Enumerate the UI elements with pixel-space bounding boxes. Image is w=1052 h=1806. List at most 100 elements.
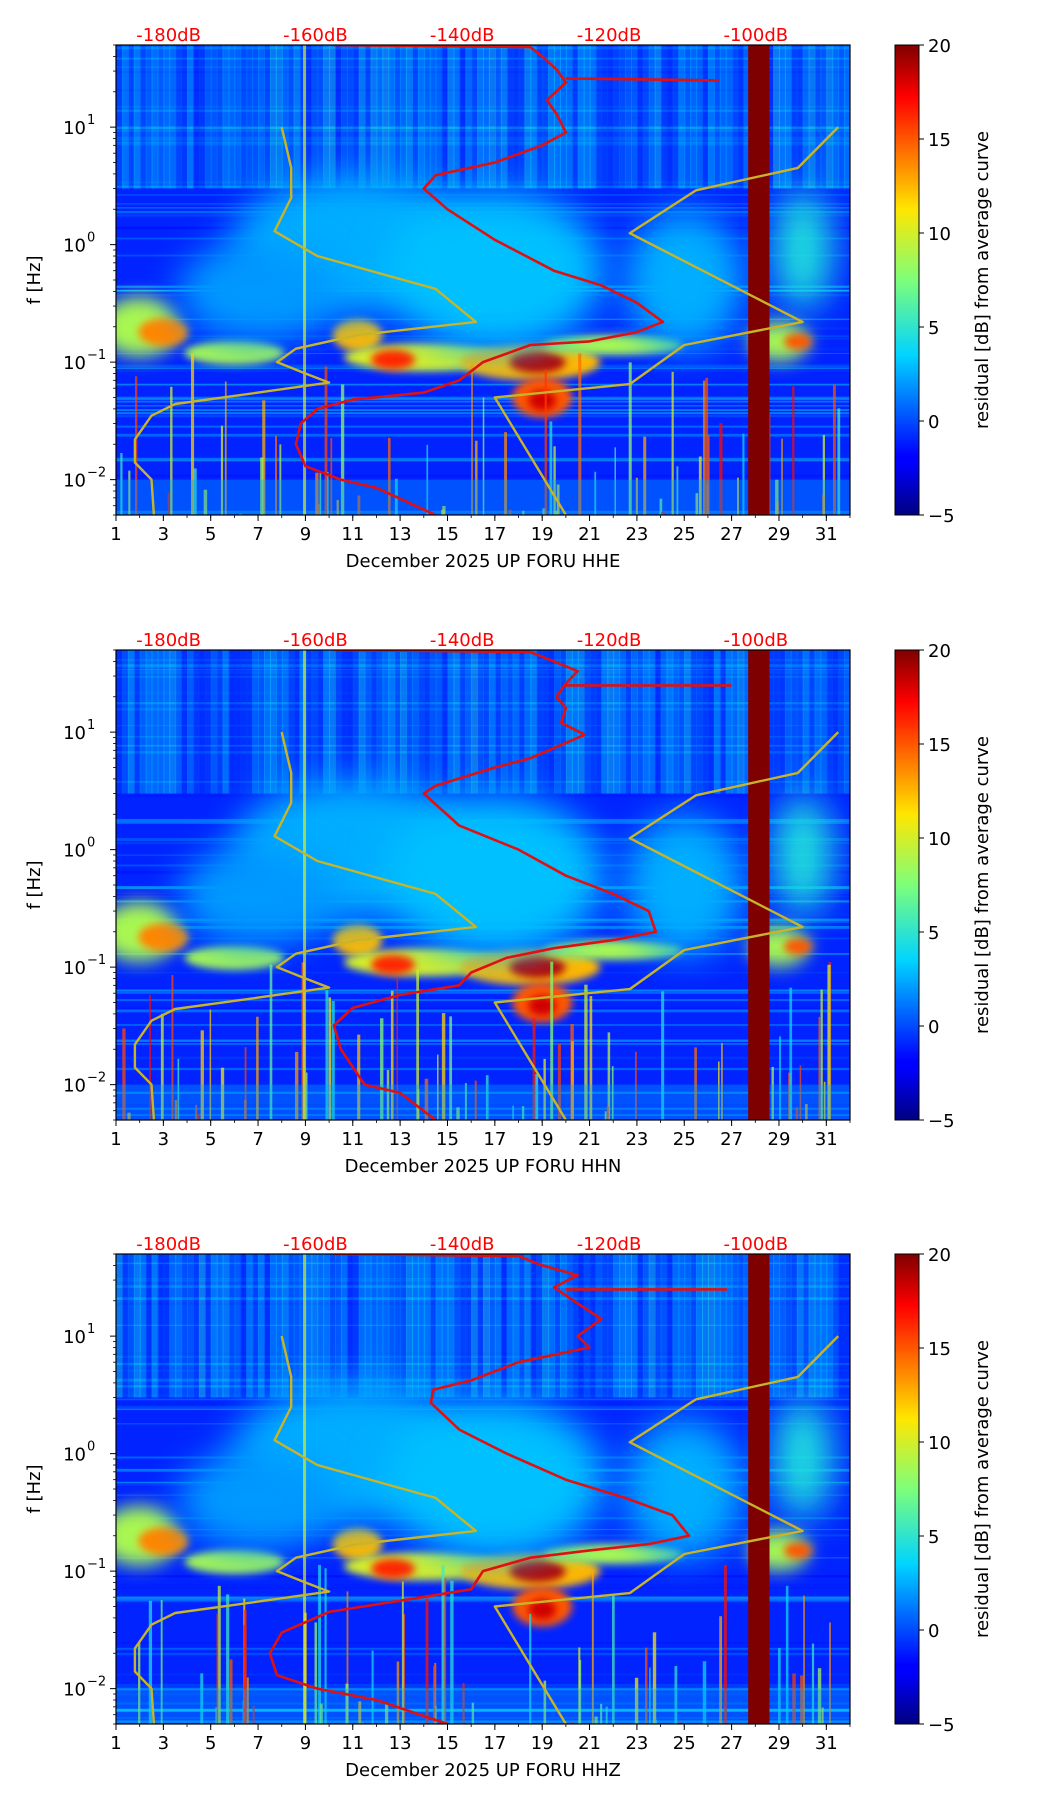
colorbar: 20 15 10 5 0 −5 residual [dB] from average cur…: [894, 36, 993, 527]
db-scale-label: -180dB: [136, 25, 201, 46]
x-tick-label: 3: [158, 524, 169, 545]
y-tick-exponent: 0: [87, 1440, 95, 1455]
series-line-3: [332, 650, 658, 1120]
colorbar-tick-label: 20: [928, 1245, 951, 1266]
x-tick-label: 5: [205, 524, 216, 545]
y-tick-label: 10: [63, 723, 86, 744]
x-tick-label: 7: [252, 1733, 263, 1754]
x-tick-label: 15: [436, 1129, 459, 1150]
x-tick-label: 3: [158, 1733, 169, 1754]
colorbar-tick-label: −5: [928, 1111, 955, 1132]
db-scale-label: -160dB: [283, 630, 348, 651]
colorbar-tick-label: 10: [928, 829, 951, 850]
x-tick-label: 21: [578, 1129, 601, 1150]
series-line-2: [493, 126, 840, 515]
data-gap-column: [748, 45, 770, 515]
db-scale-label: -160dB: [283, 25, 348, 46]
colorbar: 20 15 10 5 0 −5 residual [dB] from average cur…: [894, 1245, 993, 1736]
db-scale-label: -120dB: [577, 25, 642, 46]
x-tick-label: 31: [815, 1129, 838, 1150]
y-tick-label: 10: [63, 1680, 86, 1701]
colorbar-tick-label: 5: [928, 1527, 939, 1548]
colorbar-label: residual [dB] from average curve: [972, 1340, 993, 1638]
series-line-1: [133, 731, 478, 1120]
colorbar-tick-label: 10: [928, 224, 951, 245]
x-tick-label: 17: [483, 524, 506, 545]
x-tick-label: 5: [205, 1733, 216, 1754]
y-axis-label: f [Hz]: [24, 860, 45, 909]
data-gap-column: [748, 650, 770, 1120]
x-tick-label: 23: [625, 524, 648, 545]
x-tick-label: 29: [768, 1129, 791, 1150]
x-tick-label: 15: [436, 524, 459, 545]
db-scale-label: -140dB: [430, 630, 495, 651]
series-line-3: [268, 1254, 691, 1724]
colorbar-tick-label: −5: [928, 1715, 955, 1736]
series-line-1: [133, 126, 478, 515]
y-tick-label: 10: [63, 841, 86, 862]
x-tick-label: 21: [578, 524, 601, 545]
x-tick-label: 7: [252, 524, 263, 545]
data-gap-column: [748, 1254, 770, 1724]
x-axis-label: December 2025 UP FORU HHE: [346, 551, 621, 572]
y-tick-exponent: 1: [87, 1322, 95, 1337]
x-tick-label: 11: [341, 524, 364, 545]
y-tick-exponent: −2: [87, 1675, 106, 1690]
db-scale-label: -180dB: [136, 630, 201, 651]
x-tick-label: 27: [720, 524, 743, 545]
x-tick-label: 27: [720, 1733, 743, 1754]
x-tick-label: 29: [768, 524, 791, 545]
x-tick-label: 23: [625, 1129, 648, 1150]
y-tick-exponent: 0: [87, 231, 95, 246]
spectrogram-image: [116, 650, 850, 1120]
series-line-2: [493, 731, 840, 1120]
x-tick-label: 31: [815, 524, 838, 545]
y-tick-exponent: −1: [87, 1557, 106, 1572]
x-tick-label: 1: [110, 1129, 121, 1150]
x-tick-label: 19: [531, 524, 554, 545]
db-scale-label: -120dB: [577, 1234, 642, 1255]
y-tick-label: 10: [63, 958, 86, 979]
spectrogram-image: [116, 45, 850, 515]
db-scale-label: -100dB: [723, 630, 788, 651]
x-tick-label: 9: [300, 1129, 311, 1150]
series-line-1: [133, 1335, 478, 1724]
y-axis-label: f [Hz]: [24, 1464, 45, 1513]
spectrogram-image: [116, 1254, 850, 1724]
colorbar-tick-label: 0: [928, 1017, 939, 1038]
db-scale-label: -100dB: [723, 25, 788, 46]
y-tick-exponent: −2: [87, 466, 106, 481]
x-tick-label: 15: [436, 1733, 459, 1754]
colorbar-tick-label: 20: [928, 36, 951, 57]
y-tick-label: 10: [63, 1562, 86, 1583]
db-scale-label: -140dB: [430, 1234, 495, 1255]
series-line-3: [294, 45, 665, 515]
x-tick-label: 29: [768, 1733, 791, 1754]
colorbar-tick-label: 20: [928, 641, 951, 662]
db-scale-label: -160dB: [283, 1234, 348, 1255]
colorbar: 20 15 10 5 0 −5 residual [dB] from average cur…: [894, 641, 993, 1132]
db-scale-label: -120dB: [577, 630, 642, 651]
series-line-2: [493, 1335, 840, 1724]
x-tick-label: 13: [389, 524, 412, 545]
y-tick-exponent: −1: [87, 953, 106, 968]
y-tick-label: 10: [63, 1076, 86, 1097]
colorbar-tick-label: 10: [928, 1433, 951, 1454]
x-tick-label: 25: [673, 1129, 696, 1150]
x-tick-label: 13: [389, 1129, 412, 1150]
colorbar-tick-label: 0: [928, 1621, 939, 1642]
x-tick-label: 25: [673, 524, 696, 545]
x-tick-label: 7: [252, 1129, 263, 1150]
y-tick-exponent: 1: [87, 113, 95, 128]
x-tick-label: 9: [300, 1733, 311, 1754]
y-tick-label: 10: [63, 236, 86, 257]
y-tick-exponent: 0: [87, 836, 95, 851]
x-tick-label: 1: [110, 1733, 121, 1754]
x-tick-label: 25: [673, 1733, 696, 1754]
y-tick-exponent: −1: [87, 348, 106, 363]
x-tick-label: 1: [110, 524, 121, 545]
y-tick-label: 10: [63, 1327, 86, 1348]
db-scale-label: -180dB: [136, 1234, 201, 1255]
